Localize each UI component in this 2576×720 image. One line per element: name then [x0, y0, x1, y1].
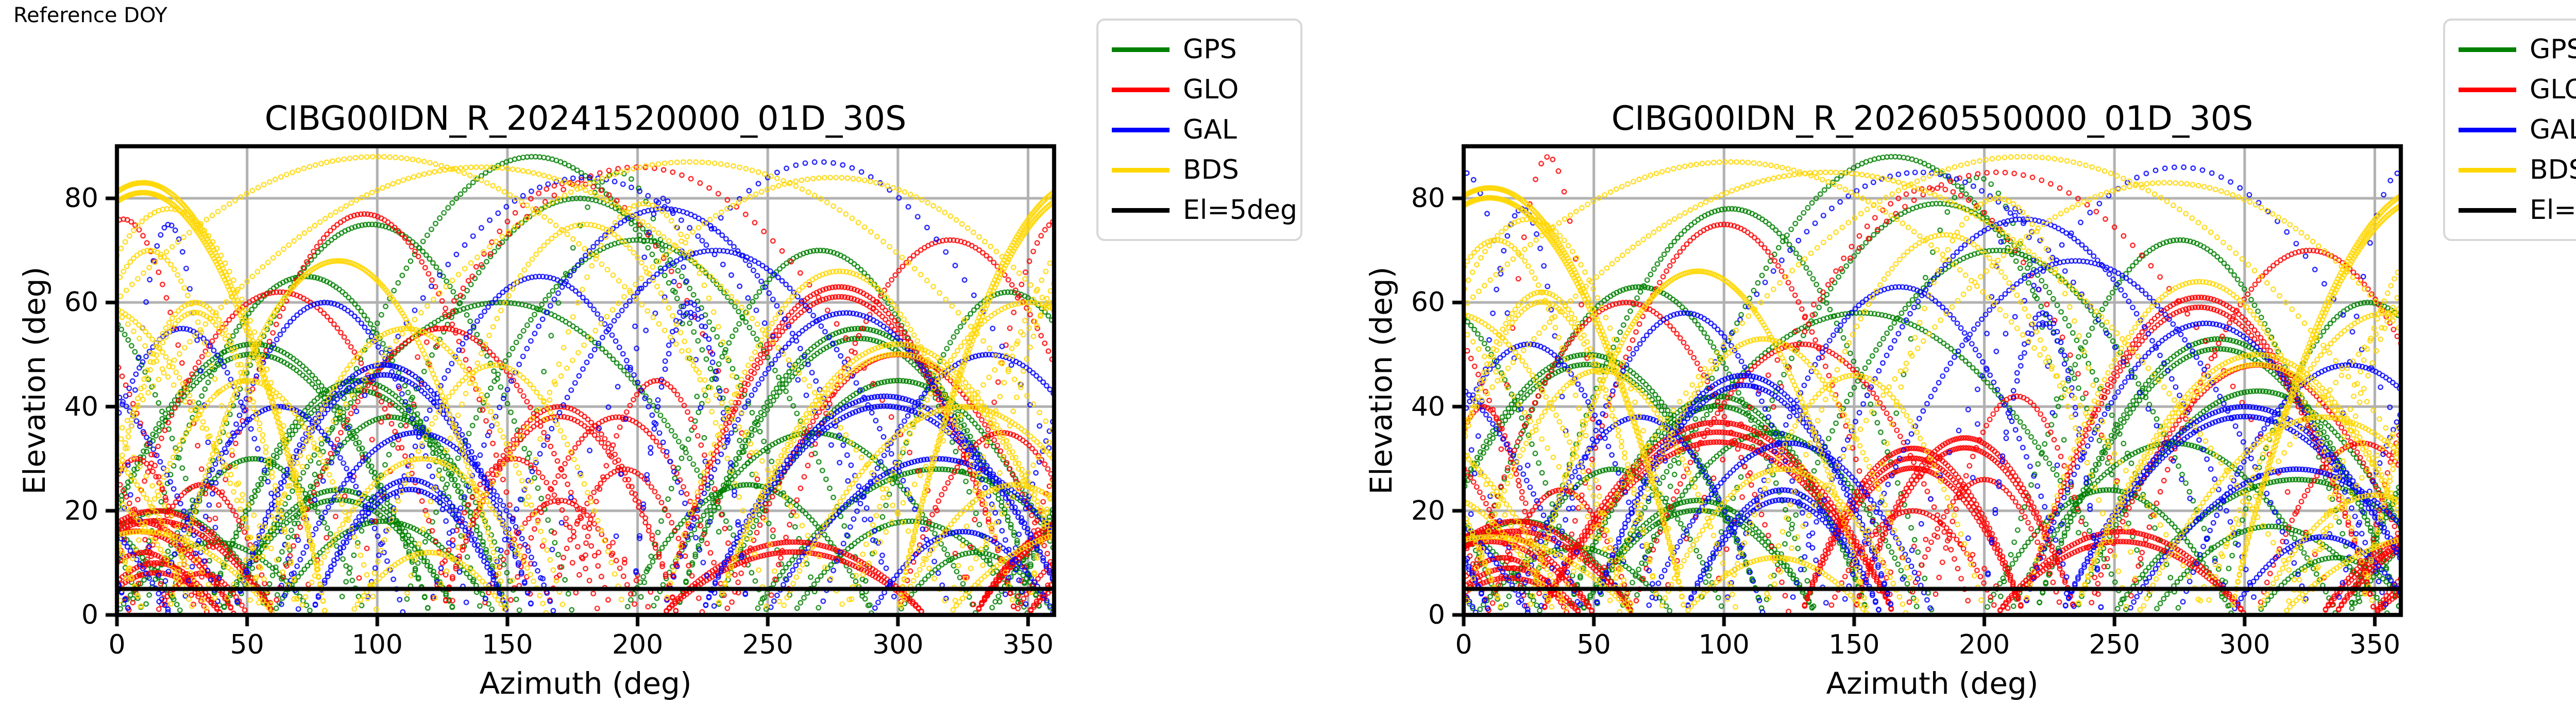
- legend-swatch-el-5deg: [2459, 208, 2516, 213]
- plot2-x-tick-label: 250: [2089, 629, 2140, 660]
- legend-entry-bds: BDS: [1112, 157, 1300, 183]
- plot2-x-tick-label: 350: [2349, 629, 2401, 660]
- plot1-x-tick-label: 200: [612, 629, 664, 660]
- reference-doy-label: Reference DOY: [13, 4, 167, 27]
- legend-label: BDS: [1183, 155, 1239, 185]
- legend-label: El=5deg: [1183, 195, 1297, 226]
- plot1-y-tick-label: 0: [81, 599, 98, 630]
- plot1-x-tick-label: 50: [230, 629, 264, 660]
- plot2-x-tick-label: 50: [1577, 629, 1611, 660]
- legend-entry-gal: GAL: [2459, 116, 2576, 143]
- legend-swatch-el-5deg: [1112, 208, 1170, 213]
- legend-entry-gps: GPS: [2459, 36, 2576, 63]
- plot1-x-tick-label: 0: [108, 629, 126, 660]
- plot2-x-tick-label: 150: [1828, 629, 1880, 660]
- plot1-x-tick-label: 250: [742, 629, 793, 660]
- plot2-y-axis-label: Elevation (deg): [1364, 266, 1399, 495]
- plot1-y-axis-label: Elevation (deg): [17, 266, 52, 495]
- legend-label: El=5deg: [2530, 195, 2576, 226]
- legend-swatch-gal: [2459, 127, 2516, 132]
- plot1-x-axis-label: Azimuth (deg): [479, 666, 692, 701]
- plot2-x-tick-label: 200: [1958, 629, 2010, 660]
- legend-swatch-bds: [2459, 167, 2516, 173]
- plot1-x-tick-label: 150: [482, 629, 533, 660]
- plot2-x-tick-label: 0: [1455, 629, 1472, 660]
- plot2-legend: GPS GLO GAL BDS El=5deg: [2443, 19, 2576, 241]
- plot1-y-tick-label: 20: [64, 495, 98, 526]
- legend-label: GLO: [2530, 74, 2576, 105]
- plot1-y-tick-label: 60: [64, 287, 98, 318]
- legend-swatch-glo: [2459, 87, 2516, 92]
- legend-entry-gal: GAL: [1112, 116, 1300, 143]
- plot1-y-tick-label: 80: [64, 183, 98, 214]
- legend-entry-glo: GLO: [2459, 76, 2576, 103]
- plot2-y-tick-label: 20: [1411, 495, 1445, 526]
- plot2-title: CIBG00IDN_R_20260550000_01D_30S: [1611, 99, 2253, 138]
- legend-swatch-glo: [1112, 87, 1170, 92]
- legend-label: GAL: [1183, 114, 1237, 145]
- plot1-x-tick-label: 100: [351, 629, 403, 660]
- legend-label: BDS: [2530, 155, 2576, 185]
- plot1-title: CIBG00IDN_R_20241520000_01D_30S: [264, 99, 907, 138]
- legend-label: GAL: [2530, 114, 2576, 145]
- plot2-y-tick-label: 40: [1411, 391, 1445, 422]
- plot2-x-tick-label: 300: [2219, 629, 2270, 660]
- plot2-y-tick-label: 0: [1428, 599, 1445, 630]
- plot2-y-tick-label: 60: [1411, 287, 1445, 318]
- legend-swatch-gps: [1112, 47, 1170, 52]
- legend-entry-el-5deg: El=5deg: [1112, 197, 1300, 224]
- legend-entry-bds: BDS: [2459, 157, 2576, 183]
- plot2-y-tick-label: 80: [1411, 183, 1445, 214]
- legend-entry-glo: GLO: [1112, 76, 1300, 103]
- plot1-x-tick-label: 300: [872, 629, 924, 660]
- legend-label: GLO: [1183, 74, 1239, 105]
- plot1-legend: GPS GLO GAL BDS El=5deg: [1096, 19, 1302, 241]
- plot2-x-tick-label: 100: [1698, 629, 1750, 660]
- legend-label: GPS: [1183, 34, 1237, 65]
- legend-entry-el-5deg: El=5deg: [2459, 197, 2576, 224]
- plot1-x-tick-label: 350: [1002, 629, 1054, 660]
- legend-label: GPS: [2530, 34, 2576, 65]
- legend-entry-gps: GPS: [1112, 36, 1300, 63]
- legend-swatch-gps: [2459, 47, 2516, 52]
- plot1-y-tick-label: 40: [64, 391, 98, 422]
- legend-swatch-bds: [1112, 167, 1170, 173]
- legend-swatch-gal: [1112, 127, 1170, 132]
- plot2-x-axis-label: Azimuth (deg): [1826, 666, 2039, 701]
